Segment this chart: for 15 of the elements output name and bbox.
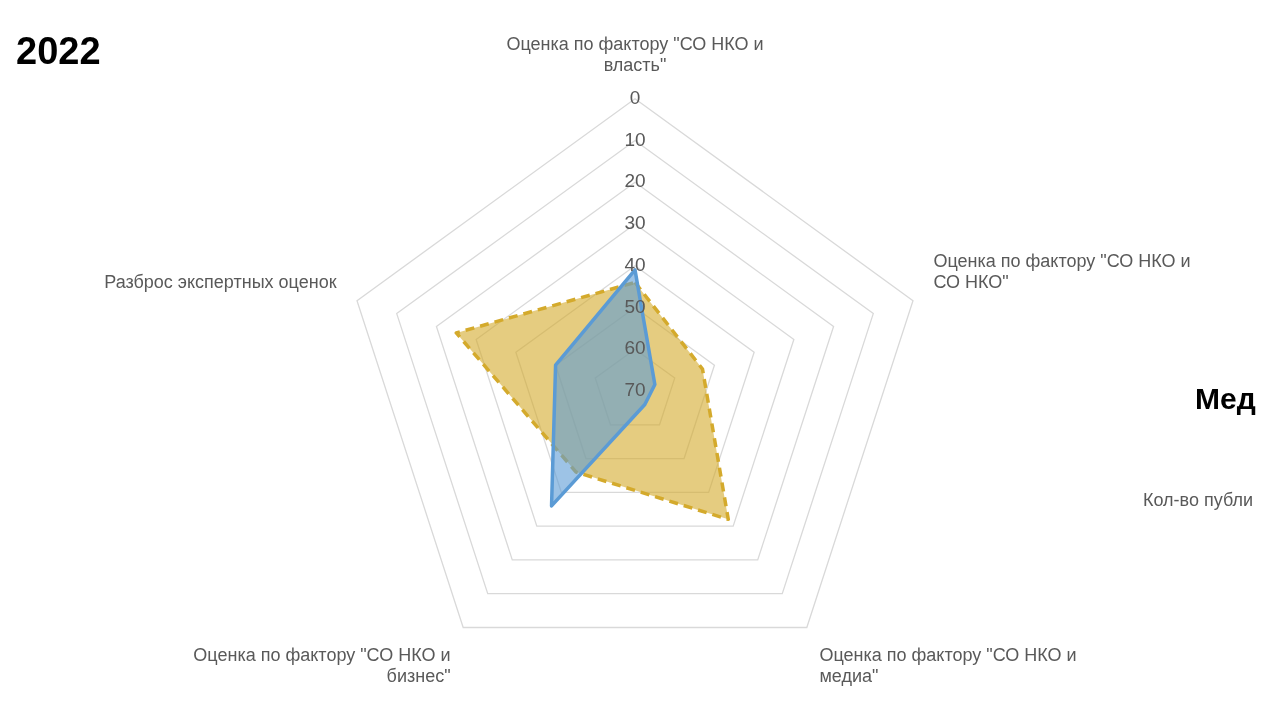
text: Мед [1195,382,1256,416]
spoke-label: Оценка по фактору "СО НКО и СО НКО" [933,250,1191,293]
spoke-label: Разброс экспертных оценок [104,272,337,293]
y-tick-label: 20 [624,170,646,192]
spoke-label: Оценка по фактору "СО НКО и власть" [506,33,764,76]
y-tick-label: 40 [624,253,646,275]
y-tick-label: 70 [624,379,646,401]
spoke-label: Оценка по фактору "СО НКО и бизнес" [193,644,451,687]
spoke-label: Оценка по фактору "СО НКО и медиа" [819,644,1077,687]
y-tick-label: 0 [629,86,641,108]
chart-title: 2022 [16,30,101,73]
text: Кол-во публи [1143,490,1253,511]
y-tick-label: 60 [624,337,646,359]
y-tick-label: 10 [624,128,646,150]
y-tick-label: 30 [624,212,646,234]
